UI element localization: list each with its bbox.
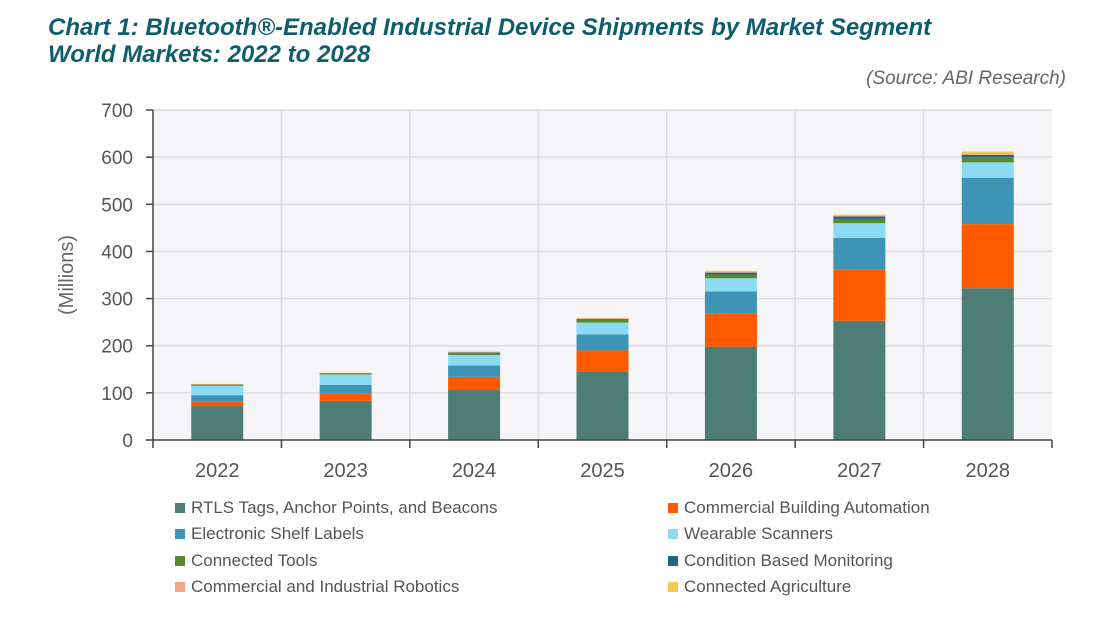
bar-segment <box>448 355 501 366</box>
bar-segment <box>833 218 886 224</box>
legend-swatch <box>668 529 678 540</box>
bar-segment <box>576 318 629 320</box>
bar-segment <box>961 224 1014 289</box>
legend: RTLS Tags, Anchor Points, and Beacons Com… <box>175 497 1055 598</box>
bar-segment <box>961 154 1014 158</box>
legend-swatch <box>175 529 185 540</box>
bar-segment <box>704 272 757 275</box>
legend-swatch <box>668 502 678 513</box>
bar-segment <box>576 322 629 335</box>
y-tick-label: 200 <box>101 337 133 358</box>
bar-segment <box>961 288 1014 440</box>
y-tick-label: 100 <box>101 384 133 405</box>
bar-segment <box>833 269 886 321</box>
bar-segment <box>576 350 629 372</box>
bar-segment <box>191 401 244 407</box>
bar-segment <box>448 352 501 356</box>
bar-segment <box>833 215 886 217</box>
legend-swatch <box>668 582 678 593</box>
bar-segment <box>576 317 629 319</box>
bar-segment <box>704 274 757 279</box>
bar-segment <box>961 162 1014 178</box>
legend-label: Connected Tools <box>191 550 318 570</box>
bar-segment <box>448 365 501 377</box>
chart-title: Chart 1: Bluetooth®-Enabled Industrial D… <box>48 14 931 68</box>
y-tick-label: 300 <box>101 290 133 311</box>
legend-swatch <box>175 502 185 513</box>
bar-segment <box>319 400 372 440</box>
bar-segment <box>576 318 629 319</box>
bar-segment <box>833 237 886 270</box>
bar-segment <box>448 351 501 352</box>
x-tick-label: 2028 <box>966 460 1011 482</box>
title-line-2: World Markets: 2022 to 2028 <box>48 41 371 68</box>
bar-segment <box>319 384 372 394</box>
bar-segment <box>833 214 886 216</box>
x-tick-label: 2025 <box>580 460 625 482</box>
bar-segment <box>191 406 244 440</box>
legend-swatch <box>175 555 185 566</box>
bar-segment <box>319 372 372 374</box>
bar-segment <box>576 371 629 440</box>
bar-segment <box>704 270 757 272</box>
y-tick-label: 400 <box>101 242 133 263</box>
bar-segment <box>448 390 501 440</box>
bar-segment <box>704 346 757 440</box>
bar-segment <box>191 383 244 385</box>
y-tick-label: 0 <box>122 431 133 452</box>
legend-item: Connected Agriculture <box>668 577 1055 599</box>
x-tick-label: 2024 <box>452 460 497 482</box>
legend-label: RTLS Tags, Anchor Points, and Beacons <box>191 497 498 517</box>
x-tick-label: 2022 <box>195 460 240 482</box>
legend-swatch <box>668 555 678 566</box>
bar-segment <box>961 177 1014 225</box>
bar-segment <box>833 320 886 440</box>
x-tick-label: 2023 <box>323 460 368 482</box>
bar-segment <box>704 291 757 314</box>
legend-item: Wearable Scanners <box>668 524 1055 546</box>
legend-label: Electronic Shelf Labels <box>191 524 364 544</box>
bar-segment <box>448 376 501 391</box>
bar-segment <box>704 271 757 273</box>
bar-segment <box>191 395 244 402</box>
x-tick-label: 2026 <box>709 460 754 482</box>
bar-segment <box>961 153 1014 155</box>
y-axis-label: (Millions) <box>56 235 78 315</box>
bar-segment <box>319 373 372 375</box>
y-tick-label: 500 <box>101 195 133 216</box>
x-tick-label: 2027 <box>837 460 882 482</box>
bar-segment <box>833 216 886 219</box>
legend-label: Condition Based Monitoring <box>684 550 893 570</box>
bar-segment <box>319 374 372 385</box>
legend-label: Commercial and Industrial Robotics <box>191 577 460 597</box>
legend-item: RTLS Tags, Anchor Points, and Beacons <box>175 497 668 519</box>
legend-label: Connected Agriculture <box>684 577 852 597</box>
bar-segment <box>961 151 1014 154</box>
y-tick-label: 700 <box>101 101 133 122</box>
legend-label: Wearable Scanners <box>684 524 833 544</box>
bar-segment <box>448 352 501 353</box>
bar-segment <box>576 319 629 323</box>
bar-segment <box>319 393 372 401</box>
legend-label: Commercial Building Automation <box>684 497 930 517</box>
bar-segment <box>704 278 757 292</box>
legend-swatch <box>175 582 185 593</box>
title-line-1: Chart 1: Bluetooth®-Enabled Industrial D… <box>48 14 932 41</box>
source-note: (Source: ABI Research) <box>866 68 1066 89</box>
legend-item: Commercial and Industrial Robotics <box>175 577 668 599</box>
legend-item: Connected Tools <box>175 550 668 572</box>
bar-segment <box>576 334 629 351</box>
bar-segment <box>704 313 757 347</box>
y-tick-label: 600 <box>101 148 133 169</box>
bar-segment <box>961 157 1014 163</box>
legend-item: Commercial Building Automation <box>668 497 1055 519</box>
bar-segment <box>191 384 244 386</box>
legend-item: Condition Based Monitoring <box>668 550 1055 572</box>
bar-segment <box>191 385 244 396</box>
legend-item: Electronic Shelf Labels <box>175 524 668 546</box>
bar-segment <box>448 351 501 353</box>
bar-segment <box>833 223 886 238</box>
